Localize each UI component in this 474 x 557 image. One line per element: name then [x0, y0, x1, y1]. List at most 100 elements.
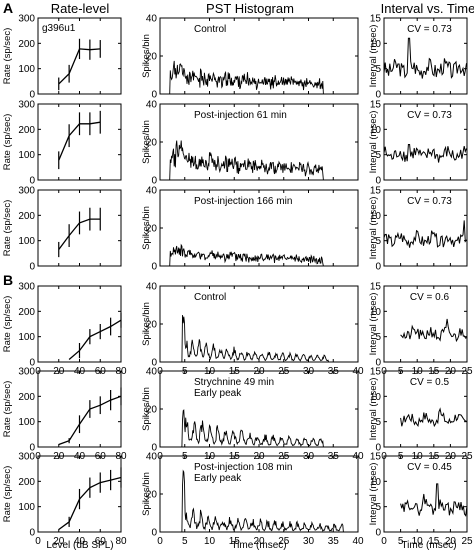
- pst-annotation: Control: [194, 24, 226, 35]
- y-tick-label: 10: [370, 125, 382, 136]
- y-tick-label: 0: [29, 262, 35, 273]
- x-tick-label: 10: [204, 536, 216, 547]
- y-axis-label: Spikes/bin: [141, 387, 152, 431]
- y-tick-label: 5: [375, 64, 381, 75]
- axes-frame: [383, 17, 468, 95]
- pst-annotation: Post-injection 166 min: [194, 196, 292, 207]
- x-tick-label: 20: [253, 536, 265, 547]
- unit-id-label: g396u1: [42, 23, 76, 34]
- y-tick-label: 300: [18, 452, 35, 463]
- y-tick-label: 10: [370, 39, 382, 50]
- interval-trace: [383, 220, 467, 248]
- y-tick-label: 0: [151, 262, 157, 273]
- rate-level-x-label: Level (dB SPL): [46, 540, 113, 551]
- y-axis-label: Interval (msec): [368, 25, 379, 88]
- y-tick-label: 15: [370, 282, 382, 293]
- y-tick-label: 0: [375, 262, 381, 273]
- y-tick-label: 0: [151, 528, 157, 539]
- x-tick-label: 80: [115, 536, 127, 547]
- y-tick-label: 40: [146, 186, 158, 197]
- pst-annotation: Strychnine 49 min: [194, 377, 274, 388]
- y-axis-label: Rate (sp/sec): [2, 114, 13, 171]
- y-tick-label: 0: [375, 358, 381, 369]
- y-axis-label: Interval (msec): [368, 463, 379, 526]
- y-axis-label: Interval (msec): [368, 293, 379, 356]
- y-tick-label: 300: [18, 186, 35, 197]
- x-tick-label: 30: [303, 536, 315, 547]
- y-axis-label: Spikes/bin: [141, 302, 152, 346]
- y-tick-label: 300: [18, 14, 35, 25]
- pst-trace: [160, 243, 358, 267]
- interval-trace: [400, 483, 468, 517]
- y-tick-label: 0: [29, 528, 35, 539]
- pst-annotation: Early peak: [194, 473, 242, 484]
- axes-frame: [383, 103, 468, 181]
- y-tick-label: 15: [370, 186, 382, 197]
- y-tick-label: 100: [18, 417, 35, 428]
- y-tick-label: 40: [146, 282, 158, 293]
- y-tick-label: 10: [370, 307, 382, 318]
- y-axis-label: Rate (sp/sec): [2, 381, 13, 438]
- y-tick-label: 20: [146, 490, 158, 501]
- y-tick-label: 0: [151, 90, 157, 101]
- pst-trace: [160, 315, 358, 363]
- pst-annotation: Post-injection 61 min: [194, 110, 287, 121]
- y-tick-label: 10: [370, 477, 382, 488]
- axes-frame: [37, 370, 122, 448]
- y-tick-label: 40: [146, 100, 158, 111]
- y-tick-label: 0: [29, 90, 35, 101]
- y-tick-label: 0: [151, 443, 157, 454]
- y-tick-label: 5: [375, 236, 381, 247]
- x-tick-label: 0: [157, 536, 163, 547]
- cv-annotation: CV = 0.45: [407, 462, 452, 473]
- y-axis-label: Rate (sp/sec): [2, 466, 13, 523]
- y-tick-label: 5: [375, 502, 381, 513]
- y-tick-label: 0: [375, 90, 381, 101]
- y-tick-label: 100: [18, 332, 35, 343]
- y-tick-label: 20: [146, 224, 158, 235]
- pst-annotation: Control: [194, 292, 226, 303]
- pst-trace: [160, 469, 358, 533]
- y-axis-label: Spikes/bin: [141, 34, 152, 78]
- y-axis-label: Interval (msec): [368, 111, 379, 174]
- x-tick-label: 20: [53, 536, 65, 547]
- x-tick-label: 0: [381, 536, 387, 547]
- y-tick-label: 0: [375, 443, 381, 454]
- y-tick-label: 300: [18, 100, 35, 111]
- y-tick-label: 100: [18, 150, 35, 161]
- x-tick-label: 40: [74, 536, 86, 547]
- y-tick-label: 200: [18, 392, 35, 403]
- pst-x-label: Time (msec): [231, 540, 286, 551]
- y-tick-label: 300: [18, 367, 35, 378]
- y-axis-label: Interval (msec): [368, 197, 379, 260]
- axes-frame: [383, 370, 468, 448]
- interval-x-label: Time (msec): [401, 540, 456, 551]
- y-tick-label: 40: [146, 367, 158, 378]
- y-tick-label: 15: [370, 367, 382, 378]
- x-tick-label: 5: [398, 536, 404, 547]
- y-tick-label: 0: [29, 358, 35, 369]
- axes-frame: [383, 189, 468, 267]
- y-axis-label: Interval (msec): [368, 378, 379, 441]
- axes-frame: [383, 455, 468, 533]
- y-tick-label: 200: [18, 307, 35, 318]
- y-tick-label: 5: [375, 150, 381, 161]
- y-tick-label: 15: [370, 100, 382, 111]
- cv-annotation: CV = 0.73: [407, 110, 452, 121]
- y-tick-label: 0: [375, 528, 381, 539]
- interval-trace: [383, 37, 467, 79]
- y-tick-label: 200: [18, 477, 35, 488]
- x-tick-label: 40: [352, 536, 364, 547]
- column-title-pst-histogram: PST Histogram: [206, 1, 294, 16]
- column-title-interval-vs-time: Interval vs. Time: [381, 1, 474, 16]
- y-tick-label: 200: [18, 125, 35, 136]
- y-axis-label: Rate (sp/sec): [2, 200, 13, 257]
- cv-annotation: CV = 0.73: [407, 24, 452, 35]
- y-tick-label: 15: [370, 14, 382, 25]
- y-tick-label: 0: [29, 443, 35, 454]
- y-tick-label: 15: [370, 452, 382, 463]
- x-tick-label: 15: [428, 536, 440, 547]
- y-tick-label: 0: [375, 176, 381, 187]
- interval-trace: [383, 144, 467, 163]
